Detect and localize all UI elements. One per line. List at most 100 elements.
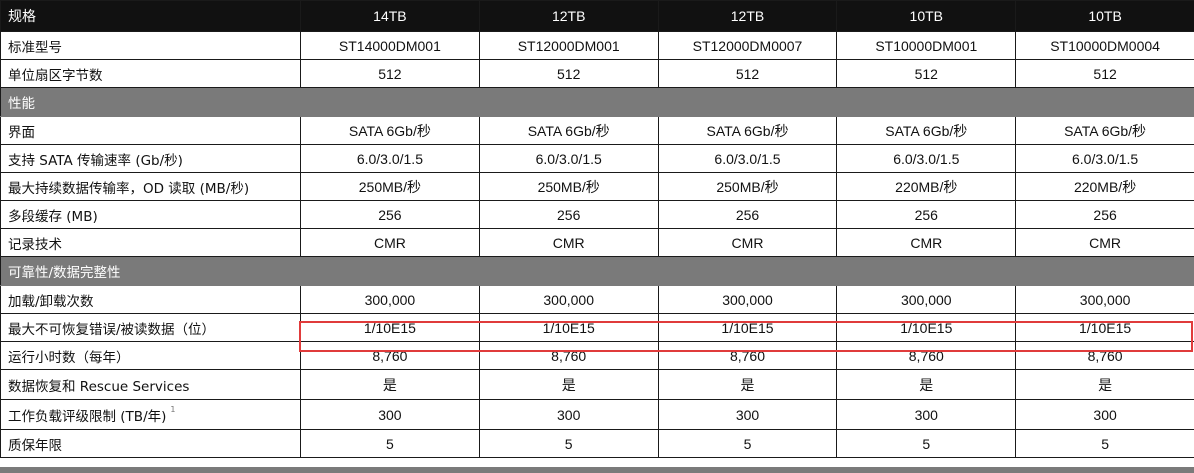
cell-value: SATA 6Gb/秒	[300, 116, 480, 145]
cell-value: 512	[657, 59, 838, 88]
section-header-reliability: 可靠性/数据完整性	[0, 256, 1194, 286]
cell-value: 256	[300, 200, 480, 229]
cell-value: 300	[300, 399, 480, 430]
cell-value: 是	[836, 369, 1017, 400]
table-row-interface: 界面 SATA 6Gb/秒 SATA 6Gb/秒 SATA 6Gb/秒 SATA…	[0, 116, 1194, 145]
cell-value: CMR	[300, 228, 480, 257]
cell-value: 1/10E15	[1015, 313, 1194, 342]
table-row-transfer-rate: 最大持续数据传输率，OD 读取 (MB/秒) 250MB/秒 250MB/秒 2…	[0, 172, 1194, 201]
table-row-rescue-services: 数据恢复和 Rescue Services 是 是 是 是 是	[0, 369, 1194, 400]
cell-value: 220MB/秒	[836, 172, 1017, 201]
cell-value: 是	[478, 369, 659, 400]
cell-value: 300	[657, 399, 838, 430]
cell-value: 256	[1015, 200, 1194, 229]
cell-value: 5	[657, 429, 838, 458]
table-row-sector-bytes: 单位扇区字节数 512 512 512 512 512	[0, 59, 1194, 88]
cell-value: 是	[1015, 369, 1194, 400]
cell-value: 6.0/3.0/1.5	[657, 144, 838, 173]
row-label: 最大不可恢复错误/被读数据（位）	[0, 313, 301, 342]
row-label: 标准型号	[0, 31, 301, 60]
cell-value: 6.0/3.0/1.5	[1015, 144, 1194, 173]
row-label: 支持 SATA 传输速率 (Gb/秒)	[0, 144, 301, 173]
table-row-sata-rates: 支持 SATA 传输速率 (Gb/秒) 6.0/3.0/1.5 6.0/3.0/…	[0, 144, 1194, 173]
row-label: 单位扇区字节数	[0, 59, 301, 88]
cell-value: 8,760	[478, 341, 659, 370]
row-label: 最大持续数据传输率，OD 读取 (MB/秒)	[0, 172, 301, 201]
row-label: 质保年限	[0, 429, 301, 458]
cell-value: 220MB/秒	[1015, 172, 1194, 201]
header-capacity: 12TB	[478, 0, 659, 32]
section-title: 可靠性/数据完整性	[0, 256, 1194, 286]
table-row-model: 标准型号 ST14000DM001 ST12000DM001 ST12000DM…	[0, 31, 1194, 60]
cell-value: 250MB/秒	[300, 172, 480, 201]
cell-value: 300,000	[1015, 285, 1194, 314]
header-capacity: 14TB	[300, 0, 480, 32]
header-capacity: 12TB	[657, 0, 838, 32]
next-section-bar	[0, 467, 1194, 473]
cell-value: SATA 6Gb/秒	[657, 116, 838, 145]
cell-value: 1/10E15	[300, 313, 480, 342]
cell-value: 5	[300, 429, 480, 458]
footnote-marker: 1	[170, 404, 176, 414]
cell-value: CMR	[836, 228, 1017, 257]
cell-value: 256	[478, 200, 659, 229]
cell-value: 250MB/秒	[478, 172, 659, 201]
cell-value: 5	[836, 429, 1017, 458]
cell-value: 300,000	[836, 285, 1017, 314]
cell-value: 300,000	[300, 285, 480, 314]
cell-value: 256	[836, 200, 1017, 229]
cell-value: 250MB/秒	[657, 172, 838, 201]
cell-value: 256	[657, 200, 838, 229]
row-label: 运行小时数（每年）	[0, 341, 301, 370]
cell-value: 300	[836, 399, 1017, 430]
header-capacity: 10TB	[1015, 0, 1194, 32]
cell-value: 512	[836, 59, 1017, 88]
cell-value: 300,000	[478, 285, 659, 314]
header-row: 规格 14TB 12TB 12TB 10TB 10TB	[0, 0, 1194, 32]
table-row-recording-tech: 记录技术 CMR CMR CMR CMR CMR	[0, 228, 1194, 257]
table-row-workload-rating: 工作负载评级限制 (TB/年) 1 300 300 300 300 300	[0, 399, 1194, 430]
cell-value: SATA 6Gb/秒	[1015, 116, 1194, 145]
cell-value: 8,760	[836, 341, 1017, 370]
cell-value: 5	[478, 429, 659, 458]
cell-value: 1/10E15	[478, 313, 659, 342]
table-row-warranty: 质保年限 5 5 5 5 5	[0, 429, 1194, 458]
section-title: 性能	[0, 87, 1194, 117]
row-label: 数据恢复和 Rescue Services	[0, 369, 301, 400]
cell-value: ST10000DM0004	[1015, 31, 1194, 60]
cell-value: 是	[657, 369, 838, 400]
cell-value: ST12000DM001	[478, 31, 659, 60]
cell-value: 512	[478, 59, 659, 88]
row-label: 工作负载评级限制 (TB/年) 1	[0, 399, 301, 430]
cell-value: 是	[300, 369, 480, 400]
cell-value: 5	[1015, 429, 1194, 458]
cell-value: 6.0/3.0/1.5	[300, 144, 480, 173]
cell-value: CMR	[478, 228, 659, 257]
header-label: 规格	[0, 0, 301, 32]
table-row-cache: 多段缓存 (MB) 256 256 256 256 256	[0, 200, 1194, 229]
cell-value: ST14000DM001	[300, 31, 480, 60]
cell-value: 512	[1015, 59, 1194, 88]
cell-value: 8,760	[657, 341, 838, 370]
cell-value: SATA 6Gb/秒	[478, 116, 659, 145]
cell-value: 1/10E15	[657, 313, 838, 342]
cell-value: 6.0/3.0/1.5	[836, 144, 1017, 173]
cell-value: 8,760	[300, 341, 480, 370]
cell-value: ST12000DM0007	[657, 31, 838, 60]
section-header-performance: 性能	[0, 87, 1194, 117]
cell-value: SATA 6Gb/秒	[836, 116, 1017, 145]
cell-value: 300,000	[657, 285, 838, 314]
cell-value: 300	[478, 399, 659, 430]
header-capacity: 10TB	[836, 0, 1017, 32]
row-label: 加载/卸载次数	[0, 285, 301, 314]
cell-value: 8,760	[1015, 341, 1194, 370]
cell-value: 512	[300, 59, 480, 88]
cell-value: 1/10E15	[836, 313, 1017, 342]
table-row-load-cycles: 加载/卸载次数 300,000 300,000 300,000 300,000 …	[0, 285, 1194, 314]
table-row-power-on-hours: 运行小时数（每年） 8,760 8,760 8,760 8,760 8,760	[0, 341, 1194, 370]
cell-value: ST10000DM001	[836, 31, 1017, 60]
row-label: 界面	[0, 116, 301, 145]
table-row-error-rate: 最大不可恢复错误/被读数据（位） 1/10E15 1/10E15 1/10E15…	[0, 313, 1194, 342]
row-label-text: 工作负载评级限制 (TB/年)	[8, 408, 167, 425]
cell-value: CMR	[657, 228, 838, 257]
